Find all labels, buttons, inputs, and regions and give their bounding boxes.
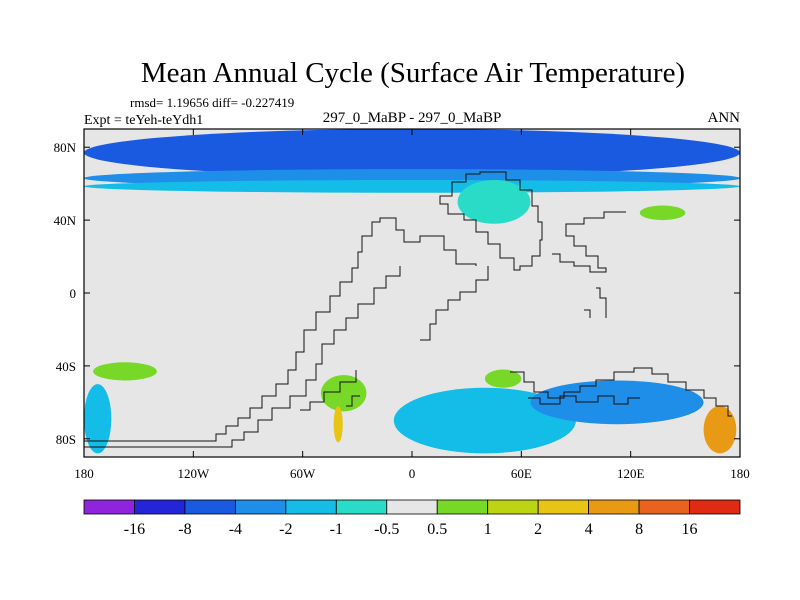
- maritime-outline: [584, 287, 607, 318]
- colorbar-label: -2: [279, 521, 292, 538]
- region-australia-south-warm: [484, 369, 522, 388]
- subtitle-label: 297_0_MaBP - 297_0_MaBP: [323, 110, 502, 126]
- colorbar-label: -16: [124, 521, 145, 538]
- colorbar-label: 8: [635, 521, 643, 538]
- x-tick-label: 120E: [617, 466, 645, 481]
- colorbar-swatch: [638, 499, 690, 515]
- colorbar-label: 2: [534, 521, 542, 538]
- colorbar-label: 0.5: [427, 521, 447, 538]
- region-central-asia-cool: [457, 180, 531, 224]
- colorbar-swatch: [386, 499, 438, 515]
- colorbar-swatch: [436, 499, 489, 515]
- americas-outline: [84, 217, 477, 442]
- colorbar-swatch: [689, 499, 741, 515]
- y-tick-label: 40N: [54, 213, 77, 228]
- colorbar: -16 -8 -4 -2 -1 -0.5 0.5 1 2 4 8 16: [83, 499, 741, 538]
- antarctica-peninsula-outline: [300, 370, 360, 411]
- region-southern-ocean-mid-cool: [530, 380, 704, 425]
- x-tick-label: 180: [730, 466, 750, 481]
- colorbar-swatch: [83, 499, 135, 515]
- colorbar-swatch: [537, 499, 590, 515]
- south-america-outline: [84, 266, 401, 448]
- east-asia-outline: [552, 211, 626, 273]
- y-tick-label: 80S: [56, 432, 76, 447]
- x-tick-label: 0: [409, 466, 416, 481]
- colorbar-label: -4: [229, 521, 242, 538]
- y-axis: 80N 40N 0 40S 80S: [54, 140, 740, 447]
- colorbar-swatch: [335, 499, 388, 515]
- colorbar-swatch: [234, 499, 287, 515]
- season-label: ANN: [708, 110, 741, 126]
- x-tick-label: 180: [74, 466, 94, 481]
- continent-outlines: [84, 171, 732, 448]
- colorbar-label: -0.5: [374, 521, 399, 538]
- region-ross-sea-hot: [703, 405, 737, 454]
- x-axis: 180 120W 60W 0 60E 120E 180: [74, 129, 750, 481]
- colorbar-label: -8: [178, 521, 191, 538]
- chart-title: Mean Annual Cycle (Surface Air Temperatu…: [141, 57, 685, 89]
- colorbar-label: -1: [330, 521, 343, 538]
- colorbar-swatch: [184, 499, 236, 515]
- colorbar-label: 4: [585, 521, 593, 538]
- colorbar-label: 1: [484, 521, 492, 538]
- region-arctic-cool-band: [84, 180, 740, 193]
- colorbar-swatch: [285, 499, 337, 515]
- y-tick-label: 40S: [56, 359, 76, 374]
- colorbar-swatch: [588, 499, 640, 515]
- africa-outline: [420, 266, 489, 341]
- asia-outline: [439, 171, 543, 271]
- region-south-pacific-warm: [93, 362, 157, 381]
- region-south-atlantic-warm: [320, 375, 367, 412]
- y-tick-label: 0: [70, 286, 77, 301]
- colorbar-swatch: [487, 499, 539, 515]
- x-tick-label: 60E: [511, 466, 532, 481]
- experiment-label: Expt = teYeh-teYdh1: [84, 113, 203, 128]
- region-east-asia-warm: [639, 205, 686, 221]
- colorbar-label: 16: [682, 521, 698, 538]
- y-tick-label: 80N: [54, 140, 77, 155]
- region-north-polar-cold: [84, 129, 740, 177]
- colorbar-swatch: [134, 499, 186, 515]
- region-southern-ocean-cool-pacific: [84, 384, 112, 454]
- region-south-atlantic-hot: [333, 405, 343, 443]
- x-tick-label: 60W: [290, 466, 316, 481]
- region-southern-ocean-cool-africa: [393, 387, 576, 454]
- x-tick-label: 120W: [177, 466, 210, 481]
- anomaly-regions: [84, 129, 740, 454]
- australia-outline: [528, 395, 640, 405]
- stats-label: rmsd= 1.19656 diff= -0.227419: [130, 95, 294, 110]
- antarctic-coast-outline: [510, 367, 732, 417]
